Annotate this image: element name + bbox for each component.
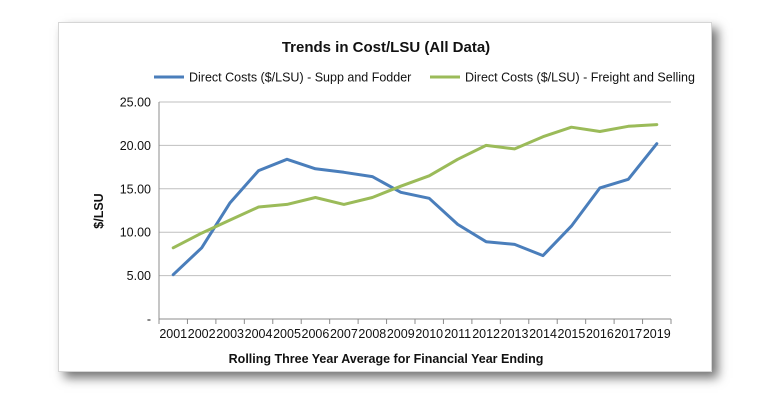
gridlines <box>158 101 671 320</box>
x-tick-label: 2011 <box>444 327 471 341</box>
x-tick-label: 2005 <box>273 327 301 341</box>
y-tick-label: 10.00 <box>120 226 151 240</box>
x-tick-label: 2013 <box>501 327 529 341</box>
x-tick-label: 2017 <box>614 327 642 341</box>
x-tick-label: 2006 <box>302 327 330 341</box>
x-tick-label: 2008 <box>358 327 386 341</box>
x-tick-label: 2010 <box>415 327 443 341</box>
series-line-2 <box>171 123 659 250</box>
x-tick-label: 2012 <box>472 327 500 341</box>
x-tick-label: 2019 <box>643 327 671 341</box>
legend-entry: Direct Costs ($/LSU) - Freight and Selli… <box>465 71 695 85</box>
legend: Direct Costs ($/LSU) - Supp and Fodder Di… <box>154 71 695 85</box>
legend-entry: Direct Costs ($/LSU) - Supp and Fodder <box>189 71 411 85</box>
x-tick-label: 2009 <box>387 327 415 341</box>
line-chart: Trends in Cost/LSU (All Data) Direct Cos… <box>92 39 695 366</box>
y-axis-ticks: - 5.00 10.00 15.00 20.00 25.00 <box>120 96 151 327</box>
y-tick-label: 25.00 <box>120 96 151 110</box>
series-lines <box>171 123 659 277</box>
y-tick-label: 20.00 <box>120 139 151 153</box>
y-tick-label: 5.00 <box>127 269 151 283</box>
x-tick-label: 2015 <box>558 327 586 341</box>
x-tick-label: 2003 <box>216 327 244 341</box>
x-axis-label: Rolling Three Year Average for Financial… <box>229 352 544 366</box>
x-tick-label: 2014 <box>529 327 557 341</box>
x-axis-ticks: 2001 2002 2003 2004 2005 2006 2007 2008 2009 2010… <box>158 319 672 341</box>
x-tick-label: 2007 <box>330 327 358 341</box>
x-tick-label: 2001 <box>159 327 187 341</box>
y-axis-label: $/LSU <box>92 193 106 228</box>
x-tick-label: 2002 <box>188 327 216 341</box>
y-tick-label: - <box>147 313 151 327</box>
series-line-1 <box>171 142 659 277</box>
chart-title: Trends in Cost/LSU (All Data) <box>282 39 490 56</box>
x-tick-label: 2004 <box>245 327 273 341</box>
y-tick-label: 15.00 <box>120 182 151 196</box>
chart-card: Trends in Cost/LSU (All Data) Direct Cos… <box>58 22 712 372</box>
x-tick-label: 2016 <box>586 327 614 341</box>
